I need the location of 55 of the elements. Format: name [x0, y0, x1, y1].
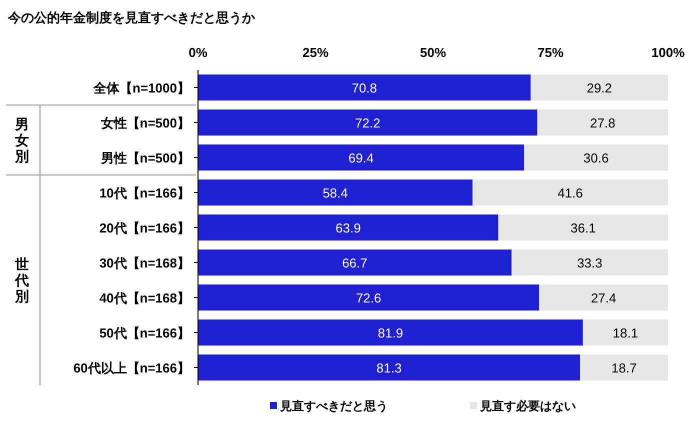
y-tick-label: 10代【n=166】 — [99, 186, 190, 200]
y-tick-label: 60代以上【n=166】 — [73, 360, 190, 376]
bar — [198, 214, 498, 240]
bar — [198, 354, 580, 380]
data-label: 33.3 — [577, 256, 602, 270]
bar — [498, 214, 668, 240]
legend-label: 見直す必要はない — [479, 399, 576, 413]
y-tick-label: 40代【n=168】 — [99, 290, 190, 306]
data-label: 27.4 — [590, 290, 616, 306]
bar — [472, 180, 668, 206]
bar — [580, 354, 668, 380]
data-label: 66.7 — [342, 256, 368, 270]
x-tick-label: 25% — [302, 45, 329, 60]
data-label: 72.2 — [355, 116, 380, 130]
data-label: 36.1 — [570, 220, 596, 236]
bar — [524, 144, 668, 170]
y-tick-label: 全体【n=1000】 — [92, 80, 190, 96]
y-tick-label: 30代【n=168】 — [99, 256, 190, 270]
legend-label: 見直すべきだと思う — [279, 399, 388, 413]
data-label: 58.4 — [322, 186, 348, 200]
y-tick-label: 女性【n=500】 — [100, 116, 190, 130]
data-label: 27.8 — [590, 116, 616, 130]
bar — [539, 284, 668, 310]
data-label: 18.1 — [612, 326, 638, 340]
chart-title: 今の公的年金制度を見直すべきだと思うか — [7, 10, 256, 25]
text: 男女別 — [14, 116, 29, 164]
data-label: 29.2 — [586, 80, 612, 96]
bar — [198, 250, 512, 276]
data-label: 18.7 — [611, 360, 637, 376]
data-label: 70.8 — [352, 80, 378, 96]
bar — [537, 110, 668, 136]
bar — [198, 284, 540, 310]
x-tick-label: 50% — [420, 45, 446, 60]
y-tick-label: 50代【n=166】 — [99, 326, 190, 340]
bar — [198, 74, 531, 100]
data-label: 69.4 — [348, 150, 374, 166]
data-label: 30.6 — [583, 150, 609, 166]
x-tick-label: 75% — [537, 45, 564, 60]
bar — [198, 320, 583, 346]
data-label: 81.9 — [378, 326, 404, 340]
y-tick-label: 男性【n=500】 — [100, 150, 190, 166]
bar — [198, 110, 538, 136]
y-tick-label: 20代【n=166】 — [99, 220, 190, 236]
data-label: 41.6 — [558, 186, 583, 200]
x-tick-label: 0% — [188, 45, 208, 60]
bar — [530, 74, 668, 100]
data-label: 81.3 — [376, 360, 402, 376]
bar — [198, 180, 472, 206]
data-label: 63.9 — [336, 220, 361, 236]
x-tick-label: 100% — [651, 45, 686, 60]
bar — [582, 320, 668, 346]
data-label: 72.6 — [356, 290, 382, 306]
bar — [511, 250, 668, 276]
bar — [198, 144, 524, 170]
text: 世代別 — [14, 256, 29, 304]
